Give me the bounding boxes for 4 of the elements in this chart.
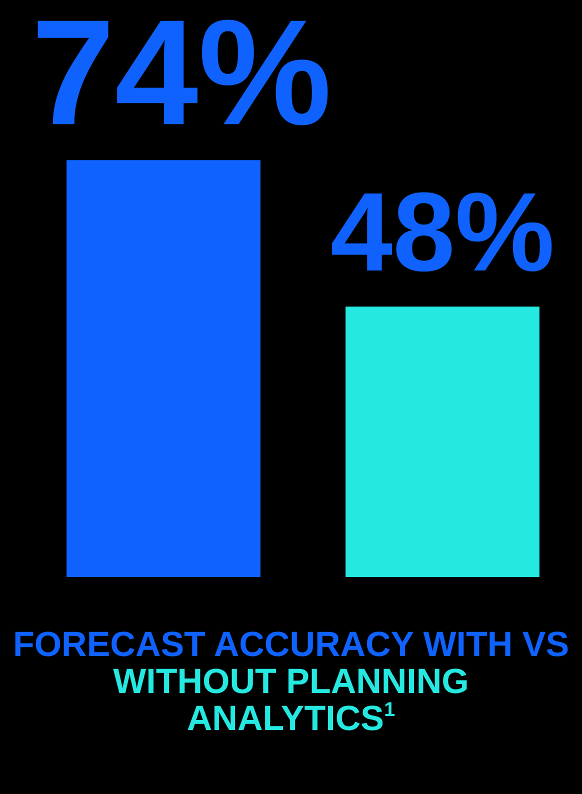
text: FORECAST ACCURACY WITH VS xyxy=(12,625,570,664)
text: WITHOUT PLANNING ANALYTICS$^{1}$ xyxy=(112,662,470,738)
data-label: 74% xyxy=(31,0,332,156)
data-label: 48% xyxy=(330,170,555,295)
